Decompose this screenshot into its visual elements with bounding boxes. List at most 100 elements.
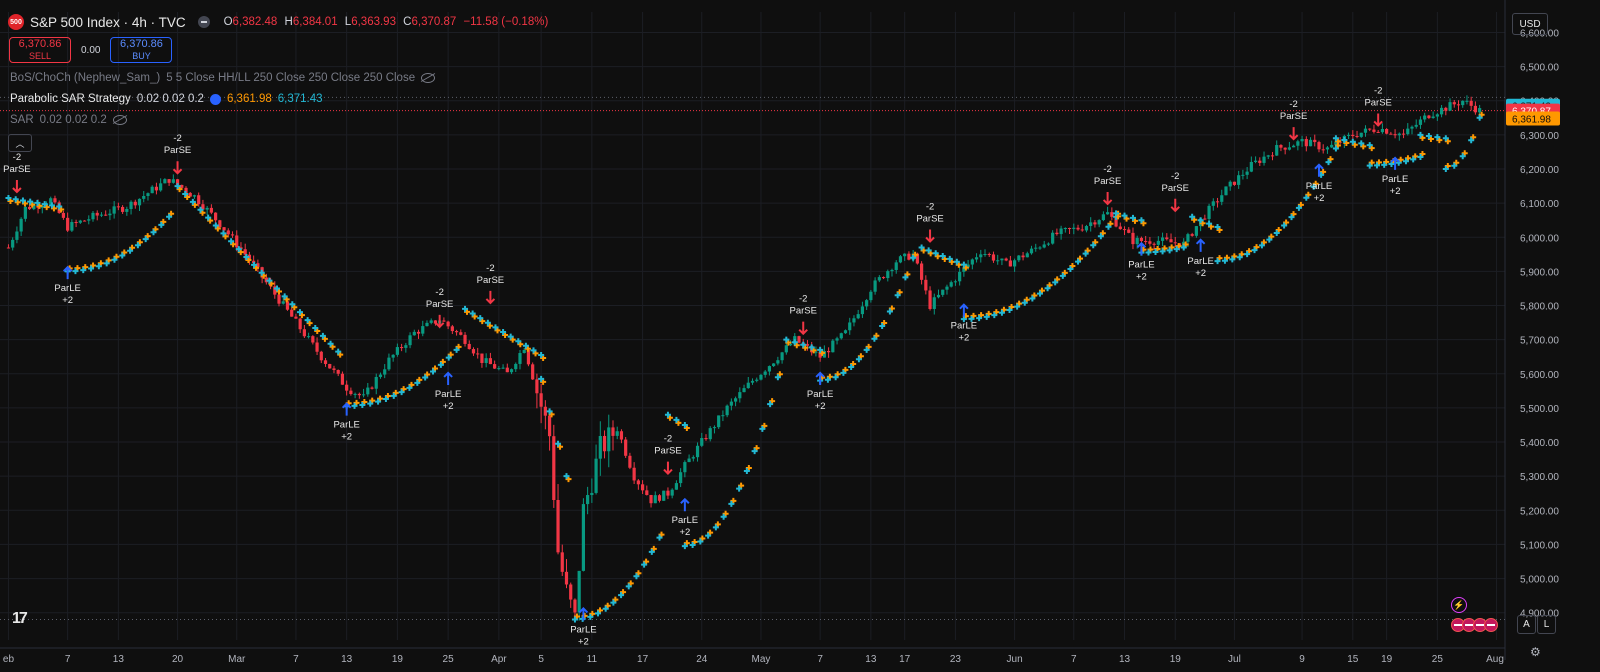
candle-body	[818, 351, 822, 358]
indicator-parabolic-sar-strategy[interactable]: Parabolic SAR Strategy 0.02 0.02 0.2 6,36…	[10, 93, 323, 105]
sar-cross	[855, 356, 862, 363]
candle-body	[526, 350, 531, 365]
candle-body	[1029, 248, 1034, 254]
candle-body	[805, 344, 810, 346]
signal-qty: +2	[815, 401, 826, 412]
lightning-icon[interactable]: ⚡	[1451, 597, 1467, 613]
sar-cross	[1168, 244, 1175, 251]
candle-body	[404, 345, 408, 348]
candle-body	[366, 387, 370, 395]
economic-events[interactable]	[1451, 618, 1498, 632]
long-entry-arrow	[959, 303, 969, 317]
sar-cross	[697, 538, 704, 545]
settings-gear-icon[interactable]: ⚙	[1530, 645, 1541, 659]
sell-button[interactable]: 6,370.86 SELL	[9, 37, 71, 63]
candle-body	[412, 331, 416, 336]
sar-cross	[12, 196, 19, 203]
candle-body	[1173, 242, 1177, 244]
sar-cross	[1459, 153, 1466, 160]
candle-body	[1406, 128, 1410, 135]
sar-cross	[359, 402, 366, 409]
sar-cross	[228, 238, 235, 245]
candle-body	[374, 376, 378, 389]
buy-button[interactable]: 6,370.86 BUY	[110, 37, 173, 63]
sar-cross	[625, 583, 632, 590]
short-entry-arrow	[798, 321, 808, 336]
sar-cross	[1451, 162, 1458, 169]
candle-body	[99, 214, 104, 216]
candle-body	[877, 277, 881, 281]
candle-body	[446, 321, 450, 327]
sar-cross	[743, 468, 750, 475]
sar-cross	[337, 351, 344, 358]
sar-cross	[414, 379, 421, 386]
candle-body	[1359, 132, 1363, 137]
sar-cross	[189, 198, 196, 205]
log-scale-button[interactable]: L	[1537, 615, 1556, 634]
candle-body	[607, 427, 611, 452]
candle-body	[1401, 133, 1406, 135]
currency-selector[interactable]: USD	[1512, 13, 1548, 35]
sar-cross	[121, 249, 128, 256]
candle-body	[108, 213, 112, 216]
signal-qty: -2	[486, 263, 494, 274]
sar-cross	[894, 292, 901, 299]
candle-body	[1304, 139, 1308, 147]
hide-legend-icon[interactable]	[197, 16, 210, 28]
candle-body	[1427, 115, 1431, 119]
sar-cross	[182, 190, 189, 197]
candle-body	[1355, 136, 1359, 138]
candle-body	[1152, 243, 1156, 245]
sar-cross	[602, 605, 609, 612]
candle-body	[91, 212, 95, 220]
time-tick-label: Aug	[1486, 654, 1504, 665]
candle-body	[890, 269, 894, 272]
sar-cross	[184, 193, 191, 200]
signal-qty: +2	[62, 295, 73, 306]
indicator-sar[interactable]: SAR 0.02 0.02 0.2	[10, 114, 127, 126]
candle-body	[328, 363, 332, 369]
candle-body	[1051, 232, 1055, 244]
candle-body	[125, 208, 129, 212]
auto-scale-button[interactable]: A	[1517, 615, 1536, 634]
hidden-eye-icon[interactable]	[421, 73, 436, 83]
candle-body	[391, 354, 395, 358]
candle-body	[1211, 201, 1215, 206]
candle-body	[974, 257, 979, 260]
sar-cross	[948, 258, 955, 265]
sar-cross	[842, 366, 849, 373]
sar-cross	[681, 543, 688, 550]
candle-body	[167, 179, 171, 183]
sar-cross	[1223, 254, 1230, 261]
symbol-title[interactable]: S&P 500 Index · 4h · TVC	[30, 14, 186, 30]
sar-cross	[1303, 194, 1310, 201]
candle-body	[218, 220, 222, 228]
sar-cross	[643, 558, 650, 565]
sar-cross	[199, 209, 206, 216]
hidden-eye-icon[interactable]	[112, 115, 127, 125]
candle-body	[826, 350, 831, 353]
us-flag-icon[interactable]	[1484, 618, 1498, 632]
candle-body	[192, 195, 197, 197]
sar-cross	[375, 398, 382, 405]
sar-cross	[1468, 137, 1475, 144]
signal-qty: -2	[435, 287, 443, 298]
time-tick-label: 13	[1119, 654, 1131, 665]
candle-body	[932, 297, 936, 309]
sar-cross	[291, 304, 298, 311]
strategy-report-icon[interactable]	[209, 93, 221, 105]
collapse-legend-button[interactable]: ︿	[8, 134, 32, 152]
sar-cross	[524, 345, 531, 352]
sar-cross	[220, 230, 227, 237]
sar-cross	[618, 592, 625, 599]
candle-body	[247, 254, 252, 261]
candle-body	[27, 206, 32, 210]
sar-cross	[1115, 213, 1122, 220]
indicator-bos-choch[interactable]: BoS/ChoCh (Nephew_Sam_) 5 5 Close HH/LL 2…	[10, 72, 436, 84]
sar-cross	[759, 425, 766, 432]
candle-body	[725, 405, 729, 416]
sar-cross	[361, 399, 368, 406]
sar-cross	[991, 312, 998, 319]
